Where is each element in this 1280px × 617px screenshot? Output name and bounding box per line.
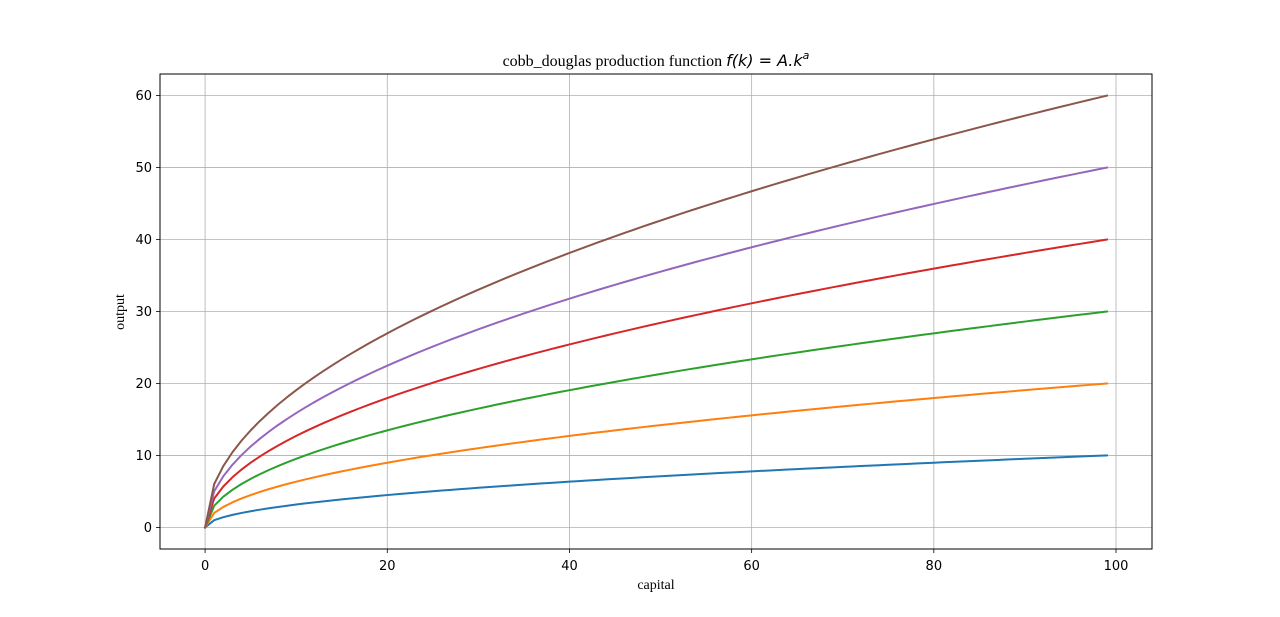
grid (160, 74, 1152, 549)
chart-title-eq: = (753, 51, 777, 70)
x-tick-label: 80 (926, 559, 943, 574)
y-ticks: 0 10 20 30 40 50 60 (135, 89, 160, 536)
series-line-4 (203, 166, 1109, 529)
series-line-1 (203, 382, 1108, 529)
y-tick-label: 50 (135, 161, 152, 176)
y-tick-label: 10 (135, 449, 152, 464)
x-tick-label: 60 (743, 559, 760, 574)
chart-title-text: cobb_douglas production function (503, 53, 727, 70)
series-line-3 (203, 238, 1109, 529)
series-line-2 (203, 310, 1109, 529)
y-axis-label: output (113, 294, 128, 330)
chart-title-lhs: f(k) (726, 51, 753, 70)
y-tick-label: 0 (144, 521, 152, 536)
series-line-5 (203, 94, 1109, 529)
x-tick-label: 20 (379, 559, 396, 574)
y-tick-label: 20 (135, 377, 152, 392)
chart-title-rhs: A.k (776, 51, 803, 70)
y-tick-label: 40 (135, 233, 152, 248)
x-tick-label: 40 (561, 559, 578, 574)
x-tick-label: 100 (1104, 559, 1129, 574)
chart-title: cobb_douglas production function f(k) = … (503, 49, 810, 70)
x-axis-label: capital (637, 578, 674, 593)
series-lines (203, 94, 1109, 529)
y-tick-label: 30 (135, 305, 152, 320)
chart-title-exponent: a (803, 49, 810, 62)
x-tick-label: 0 (201, 559, 209, 574)
x-ticks: 0 20 40 60 80 100 (201, 549, 1128, 574)
y-tick-label: 60 (135, 89, 152, 104)
series-line-0 (203, 454, 1108, 529)
